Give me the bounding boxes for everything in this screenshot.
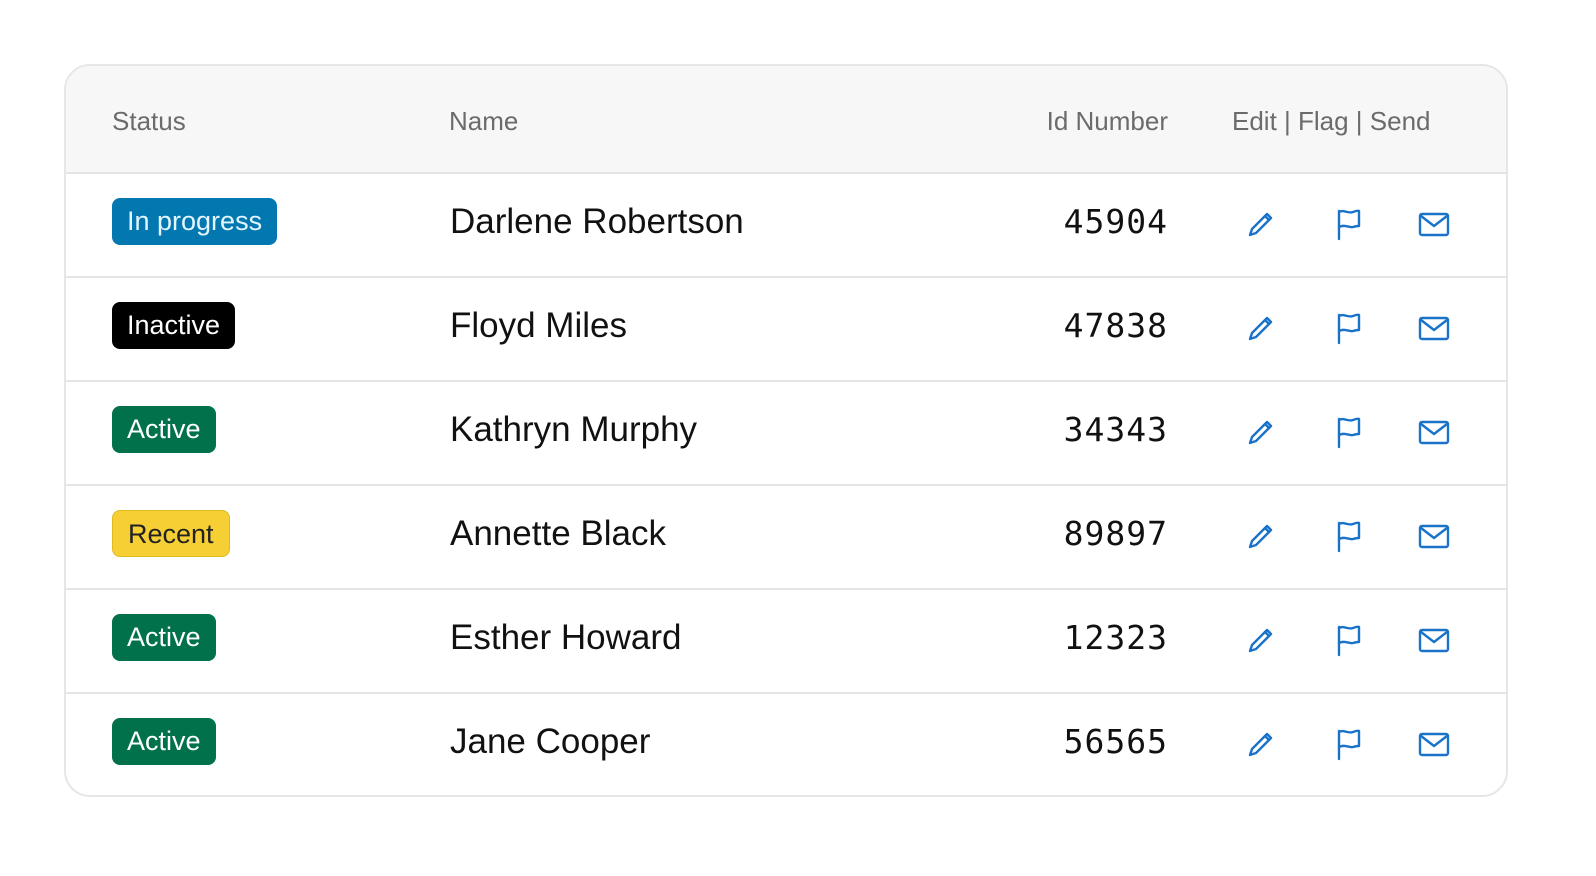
name-cell: Annette Black: [450, 514, 666, 553]
status-badge: Active: [112, 614, 216, 661]
table-row: In progress Darlene Robertson 45904: [66, 174, 1506, 278]
pencil-icon: [1248, 732, 1273, 757]
header-status: Status: [112, 106, 186, 136]
send-button[interactable]: [1416, 414, 1452, 450]
id-number-cell: 45904: [1063, 202, 1168, 241]
envelope-icon: [1418, 420, 1450, 445]
table-row: Recent Annette Black 89897: [66, 486, 1506, 590]
send-button[interactable]: [1416, 622, 1452, 658]
table-row: Active Kathryn Murphy 34343: [66, 382, 1506, 486]
envelope-icon: [1418, 524, 1450, 549]
name-cell: Floyd Miles: [450, 306, 627, 345]
edit-button[interactable]: [1243, 726, 1279, 762]
flag-icon: [1337, 729, 1361, 761]
id-number-cell: 89897: [1063, 514, 1168, 553]
name-cell: Darlene Robertson: [450, 202, 744, 241]
name-cell: Jane Cooper: [450, 722, 651, 761]
status-badge: Active: [112, 718, 216, 765]
status-badge: Inactive: [112, 302, 236, 349]
name-cell: Esther Howard: [450, 618, 682, 657]
status-badge: In progress: [112, 198, 278, 245]
pencil-icon: [1248, 524, 1273, 549]
flag-button[interactable]: [1330, 622, 1366, 658]
send-button[interactable]: [1416, 310, 1452, 346]
data-table: Status Name Id Number Edit | Flag | Send…: [64, 64, 1508, 797]
table-row: Active Esther Howard 12323: [66, 590, 1506, 694]
id-number-cell: 56565: [1063, 722, 1168, 761]
status-badge: Active: [112, 406, 216, 453]
send-button[interactable]: [1416, 206, 1452, 242]
table-header: Status Name Id Number Edit | Flag | Send: [66, 66, 1506, 174]
flag-button[interactable]: [1330, 518, 1366, 554]
edit-button[interactable]: [1243, 310, 1279, 346]
table-row: Active Jane Cooper 56565: [66, 694, 1506, 795]
status-badge: Recent: [112, 510, 230, 557]
envelope-icon: [1418, 628, 1450, 653]
envelope-icon: [1418, 316, 1450, 341]
id-number-cell: 34343: [1063, 410, 1168, 449]
pencil-icon: [1248, 420, 1273, 445]
flag-icon: [1337, 417, 1361, 449]
flag-button[interactable]: [1330, 206, 1366, 242]
header-name: Name: [449, 106, 519, 136]
flag-icon: [1337, 313, 1361, 345]
envelope-icon: [1418, 732, 1450, 757]
send-button[interactable]: [1416, 518, 1452, 554]
edit-button[interactable]: [1243, 622, 1279, 658]
flag-button[interactable]: [1330, 726, 1366, 762]
edit-button[interactable]: [1243, 206, 1279, 242]
envelope-icon: [1418, 212, 1450, 237]
pencil-icon: [1248, 212, 1273, 237]
pencil-icon: [1248, 628, 1273, 653]
flag-icon: [1337, 521, 1361, 553]
pencil-icon: [1248, 316, 1273, 341]
id-number-cell: 12323: [1063, 618, 1168, 657]
flag-button[interactable]: [1330, 310, 1366, 346]
edit-button[interactable]: [1243, 518, 1279, 554]
flag-button[interactable]: [1330, 414, 1366, 450]
flag-icon: [1337, 209, 1361, 241]
header-actions: Edit | Flag | Send: [1232, 106, 1431, 136]
edit-button[interactable]: [1243, 414, 1279, 450]
id-number-cell: 47838: [1063, 306, 1168, 345]
flag-icon: [1337, 625, 1361, 657]
name-cell: Kathryn Murphy: [450, 410, 698, 449]
table-row: Inactive Floyd Miles 47838: [66, 278, 1506, 382]
send-button[interactable]: [1416, 726, 1452, 762]
header-id-number: Id Number: [1046, 106, 1168, 136]
